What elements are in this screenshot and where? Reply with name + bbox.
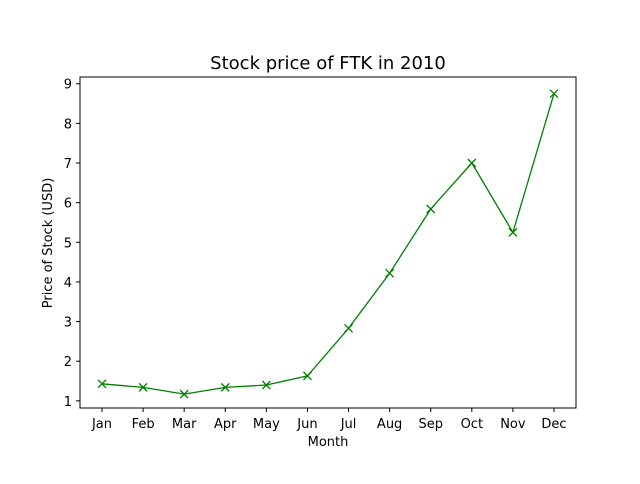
data-point-marker: [97, 379, 107, 389]
x-tick-label: Feb: [132, 417, 155, 432]
x-tick-label: Aug: [377, 417, 402, 432]
x-tick-label: Apr: [214, 417, 237, 432]
y-tick-label: 8: [64, 117, 72, 132]
y-tick-label: 1: [64, 395, 72, 410]
x-tick-label: Nov: [500, 417, 526, 432]
x-tick-label: Jul: [340, 417, 357, 432]
x-axis-label: Month: [308, 435, 349, 450]
data-point-marker: [302, 371, 312, 381]
data-point-marker: [508, 227, 518, 237]
data-point-marker: [344, 323, 353, 333]
x-tick-label: Jun: [296, 417, 317, 432]
y-tick-label: 5: [64, 236, 72, 251]
y-tick-label: 3: [64, 316, 72, 331]
data-point-marker: [549, 89, 559, 99]
data-point-marker: [179, 389, 189, 399]
data-point-marker: [426, 204, 436, 214]
y-tick-label: 2: [64, 355, 72, 370]
chart-title: Stock price of FTK in 2010: [210, 53, 446, 74]
plot-area-frame: [79, 76, 577, 409]
x-tick-label: May: [253, 417, 280, 432]
y-tick-label: 9: [64, 78, 72, 93]
data-point-marker: [467, 158, 477, 168]
series-line: [101, 93, 555, 395]
y-tick-label: 6: [64, 197, 72, 212]
x-tick-label: Mar: [172, 417, 197, 432]
data-point-marker: [385, 268, 395, 278]
x-tick-label: Jan: [91, 417, 112, 432]
y-tick-label: 4: [64, 276, 72, 291]
data-point-marker: [220, 382, 230, 392]
data-point-marker: [138, 382, 148, 392]
x-tick-label: Oct: [461, 417, 483, 432]
data-point-marker: [261, 380, 271, 390]
y-tick-label: 7: [64, 157, 72, 172]
x-axis-ticks: Jan Feb Mar Apr May Jun Jul Aug Sep Oct Nov Dec: [91, 408, 567, 432]
y-axis-ticks: 1 2 3 4 5 6 7 8 9: [64, 78, 80, 410]
y-axis-label: Price of Stock (USD): [41, 178, 56, 309]
x-tick-label: Dec: [541, 417, 566, 432]
x-tick-label: Sep: [418, 417, 443, 432]
series-layer: [97, 89, 559, 399]
